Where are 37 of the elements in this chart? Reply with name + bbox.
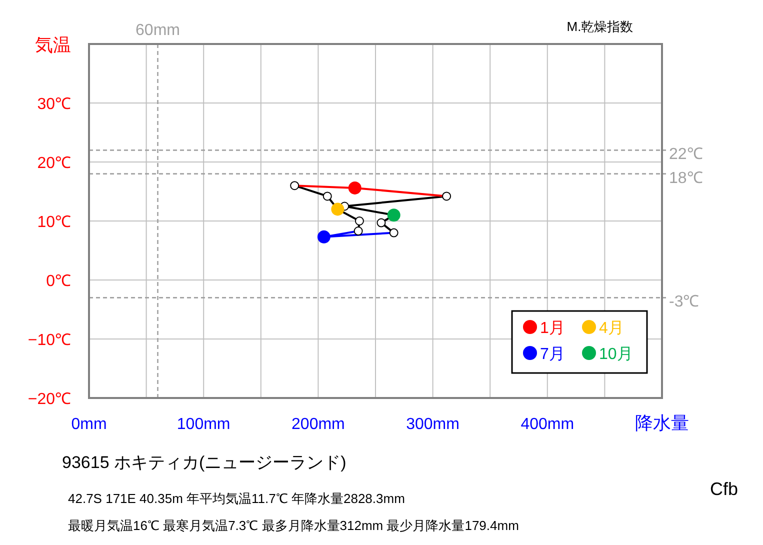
point xyxy=(387,208,400,222)
text: 42.7S 171E 40.35m 年平均気温11.7℃ 年降水量2828.3mm xyxy=(68,491,405,506)
legend-label: 4月 xyxy=(599,320,624,337)
x-tick-label: 400mm xyxy=(520,416,574,433)
ref-line-label: 18℃ xyxy=(669,170,703,187)
x-tick-label: 0mm xyxy=(71,416,107,433)
text: 93615 ホキティカ(ニュージーランド) xyxy=(62,453,346,472)
y-tick-label: −10℃ xyxy=(28,332,71,349)
point xyxy=(442,192,452,201)
legend-label: 1月 xyxy=(540,320,565,337)
ref-line-label: -3℃ xyxy=(669,294,700,311)
point xyxy=(348,181,362,194)
point xyxy=(317,230,330,244)
y-axis-title: 気温 xyxy=(35,35,71,55)
y-tick-label: 30℃ xyxy=(37,96,71,113)
text: M.乾燥指数 xyxy=(566,19,634,34)
ref-line-label: 22℃ xyxy=(669,146,703,164)
point xyxy=(354,216,364,226)
point xyxy=(354,226,363,236)
x-tick-label: 100mm xyxy=(176,416,230,433)
x-tick-label: 300mm xyxy=(406,416,460,433)
x-axis-title: 降水量 xyxy=(635,413,689,433)
point xyxy=(376,218,386,228)
y-tick-label: −20℃ xyxy=(28,391,71,408)
ref-line-label: 60mm xyxy=(136,22,180,39)
y-tick-label: 0℃ xyxy=(46,273,71,290)
point xyxy=(331,202,344,216)
legend-label: 10月 xyxy=(599,346,633,363)
y-tick-label: 20℃ xyxy=(37,155,71,172)
text: Cfb xyxy=(710,479,738,499)
x-tick-label: 200mm xyxy=(292,416,345,433)
point xyxy=(290,181,300,190)
point xyxy=(389,228,398,238)
text: 最暖月気温16℃ 最寒月気温7.3℃ 最多月降水量312mm 最少月降水量179.4mm xyxy=(68,518,519,533)
legend-label: 7月 xyxy=(540,346,565,363)
y-tick-label: 10℃ xyxy=(37,214,71,231)
point xyxy=(322,192,332,201)
